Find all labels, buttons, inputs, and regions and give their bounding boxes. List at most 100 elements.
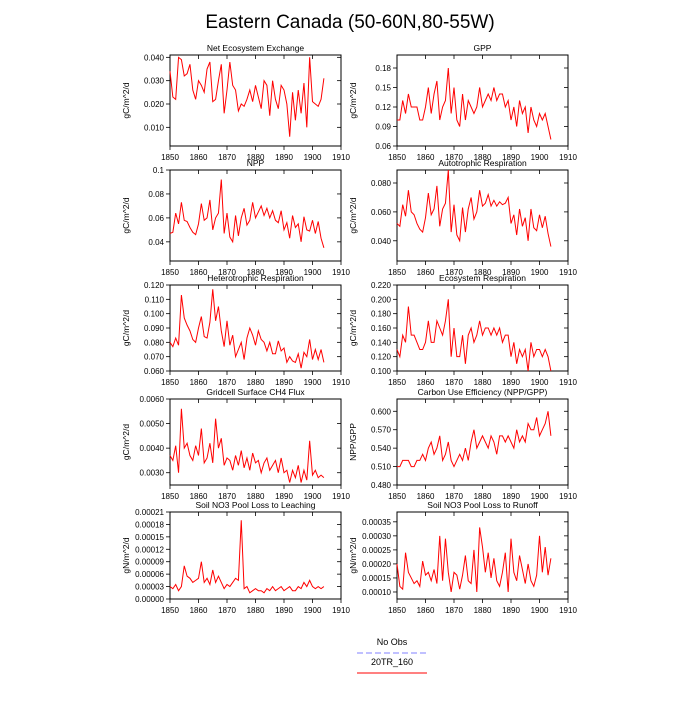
- y-tick-label: 0.030: [144, 77, 165, 86]
- data-line: [169, 56, 325, 137]
- y-tick-label: 0.00015: [135, 533, 164, 542]
- x-tick-label: 1900: [531, 268, 549, 277]
- panel: Soil NO3 Pool Loss to Leaching gN/m^2/d 18…: [121, 500, 350, 615]
- x-tick-label: 1870: [445, 153, 463, 162]
- x-tick-label: 1850: [388, 268, 406, 277]
- panel: GPP gC/m^2/d 1850 1860 1870 1880 1890 1900 1910 0…: [348, 43, 577, 162]
- y-tick-label: 0.120: [371, 353, 392, 362]
- y-tick-label: 0.00021: [135, 508, 164, 517]
- plot-frame: [396, 169, 569, 262]
- y-tick-label: 0.110: [145, 295, 165, 304]
- x-tick-label: 1910: [559, 606, 577, 615]
- plot-frame: [169, 398, 342, 486]
- x-tick-label: 1890: [275, 492, 293, 501]
- x-tick-label: 1890: [275, 153, 293, 162]
- y-tick-label: 0.510: [371, 463, 392, 472]
- data-line: [169, 408, 325, 483]
- x-tick-label: 1850: [161, 492, 179, 501]
- legend-label: 20TR_160: [371, 657, 413, 667]
- x-tick-label: 1870: [445, 268, 463, 277]
- y-tick-label: 0.00003: [135, 583, 164, 592]
- y-tick-label: 0.100: [144, 310, 165, 319]
- x-tick-label: 1910: [332, 492, 350, 501]
- x-tick-label: 1870: [445, 378, 463, 387]
- x-tick-label: 1860: [190, 492, 208, 501]
- x-tick-label: 1860: [190, 378, 208, 387]
- panel-title: NPP: [247, 158, 265, 168]
- y-tick-label: 0.480: [371, 481, 392, 490]
- x-tick-label: 1890: [275, 378, 293, 387]
- data-line: [396, 299, 552, 372]
- x-tick-label: 1860: [190, 606, 208, 615]
- y-axis-label: gC/m^2/d: [121, 197, 131, 233]
- y-axis-label: gC/m^2/d: [348, 82, 358, 118]
- y-tick-label: 0.140: [371, 338, 392, 347]
- x-tick-label: 1860: [417, 492, 435, 501]
- y-tick-label: 0.00018: [135, 520, 164, 529]
- y-tick-label: 0.00015: [362, 574, 391, 583]
- panel: Net Ecosystem Exchange gC/m^2/d 1850 1860 18…: [121, 43, 350, 162]
- x-tick-label: 1850: [388, 153, 406, 162]
- y-tick-label: 0.00025: [362, 546, 391, 555]
- x-tick-label: 1850: [388, 492, 406, 501]
- x-tick-label: 1880: [247, 606, 265, 615]
- y-tick-label: 0.00009: [135, 558, 164, 567]
- x-tick-label: 1870: [218, 268, 236, 277]
- y-axis-label: gN/m^2/d: [121, 537, 131, 573]
- y-tick-label: 0.220: [371, 281, 392, 290]
- x-tick-label: 1880: [474, 268, 492, 277]
- y-tick-label: 0.0050: [140, 420, 165, 429]
- x-tick-label: 1910: [559, 492, 577, 501]
- x-tick-label: 1860: [417, 378, 435, 387]
- y-tick-label: 0.040: [144, 53, 165, 62]
- data-line: [397, 411, 552, 468]
- y-tick-label: 0.160: [371, 324, 392, 333]
- y-axis-label: gC/m^2/d: [121, 82, 131, 118]
- y-tick-label: 0.010: [144, 123, 165, 132]
- y-tick-label: 0.00020: [362, 560, 391, 569]
- data-line: [169, 520, 325, 594]
- x-tick-label: 1860: [417, 153, 435, 162]
- x-tick-label: 1890: [502, 268, 520, 277]
- panel-title: GPP: [474, 43, 492, 53]
- plot-frame: [396, 511, 569, 600]
- x-tick-label: 1850: [161, 378, 179, 387]
- x-tick-label: 1900: [531, 606, 549, 615]
- y-axis-label: gN/m^2/d: [348, 537, 358, 573]
- y-tick-label: 0.06: [148, 214, 164, 223]
- x-tick-label: 1880: [474, 378, 492, 387]
- plot-frame: [396, 284, 569, 372]
- legend: No Obs 20TR_160: [357, 637, 427, 674]
- y-tick-label: 0.00006: [135, 570, 164, 579]
- x-tick-label: 1860: [190, 268, 208, 277]
- x-tick-label: 1850: [161, 153, 179, 162]
- y-tick-label: 0.00010: [362, 588, 391, 597]
- panel-title: Soil NO3 Pool Loss to Runoff: [427, 500, 538, 510]
- x-tick-label: 1880: [474, 606, 492, 615]
- x-tick-label: 1870: [445, 492, 463, 501]
- x-tick-label: 1890: [502, 378, 520, 387]
- y-tick-label: 0.070: [144, 353, 165, 362]
- y-axis-label: gC/m^2/d: [348, 197, 358, 233]
- plot-frame: [396, 54, 569, 147]
- x-tick-label: 1890: [275, 606, 293, 615]
- x-tick-label: 1900: [304, 153, 322, 162]
- y-tick-label: 0.570: [371, 426, 392, 435]
- data-line: [169, 289, 325, 369]
- y-axis-label: gC/m^2/d: [348, 310, 358, 346]
- y-tick-label: 0.540: [371, 444, 392, 453]
- y-tick-label: 0.09: [375, 123, 391, 132]
- x-tick-label: 1880: [474, 492, 492, 501]
- x-tick-label: 1900: [304, 492, 322, 501]
- panel: Soil NO3 Pool Loss to Runoff gN/m^2/d 1850…: [348, 500, 577, 615]
- panel-title: Soil NO3 Pool Loss to Leaching: [195, 500, 315, 510]
- x-tick-label: 1890: [275, 268, 293, 277]
- y-tick-label: 0.080: [371, 179, 392, 188]
- x-tick-label: 1910: [332, 153, 350, 162]
- y-tick-label: 0.020: [144, 100, 165, 109]
- y-axis-label: gC/m^2/d: [121, 424, 131, 460]
- x-tick-label: 1880: [247, 153, 265, 162]
- y-tick-label: 0.00012: [135, 545, 164, 554]
- x-tick-label: 1910: [332, 606, 350, 615]
